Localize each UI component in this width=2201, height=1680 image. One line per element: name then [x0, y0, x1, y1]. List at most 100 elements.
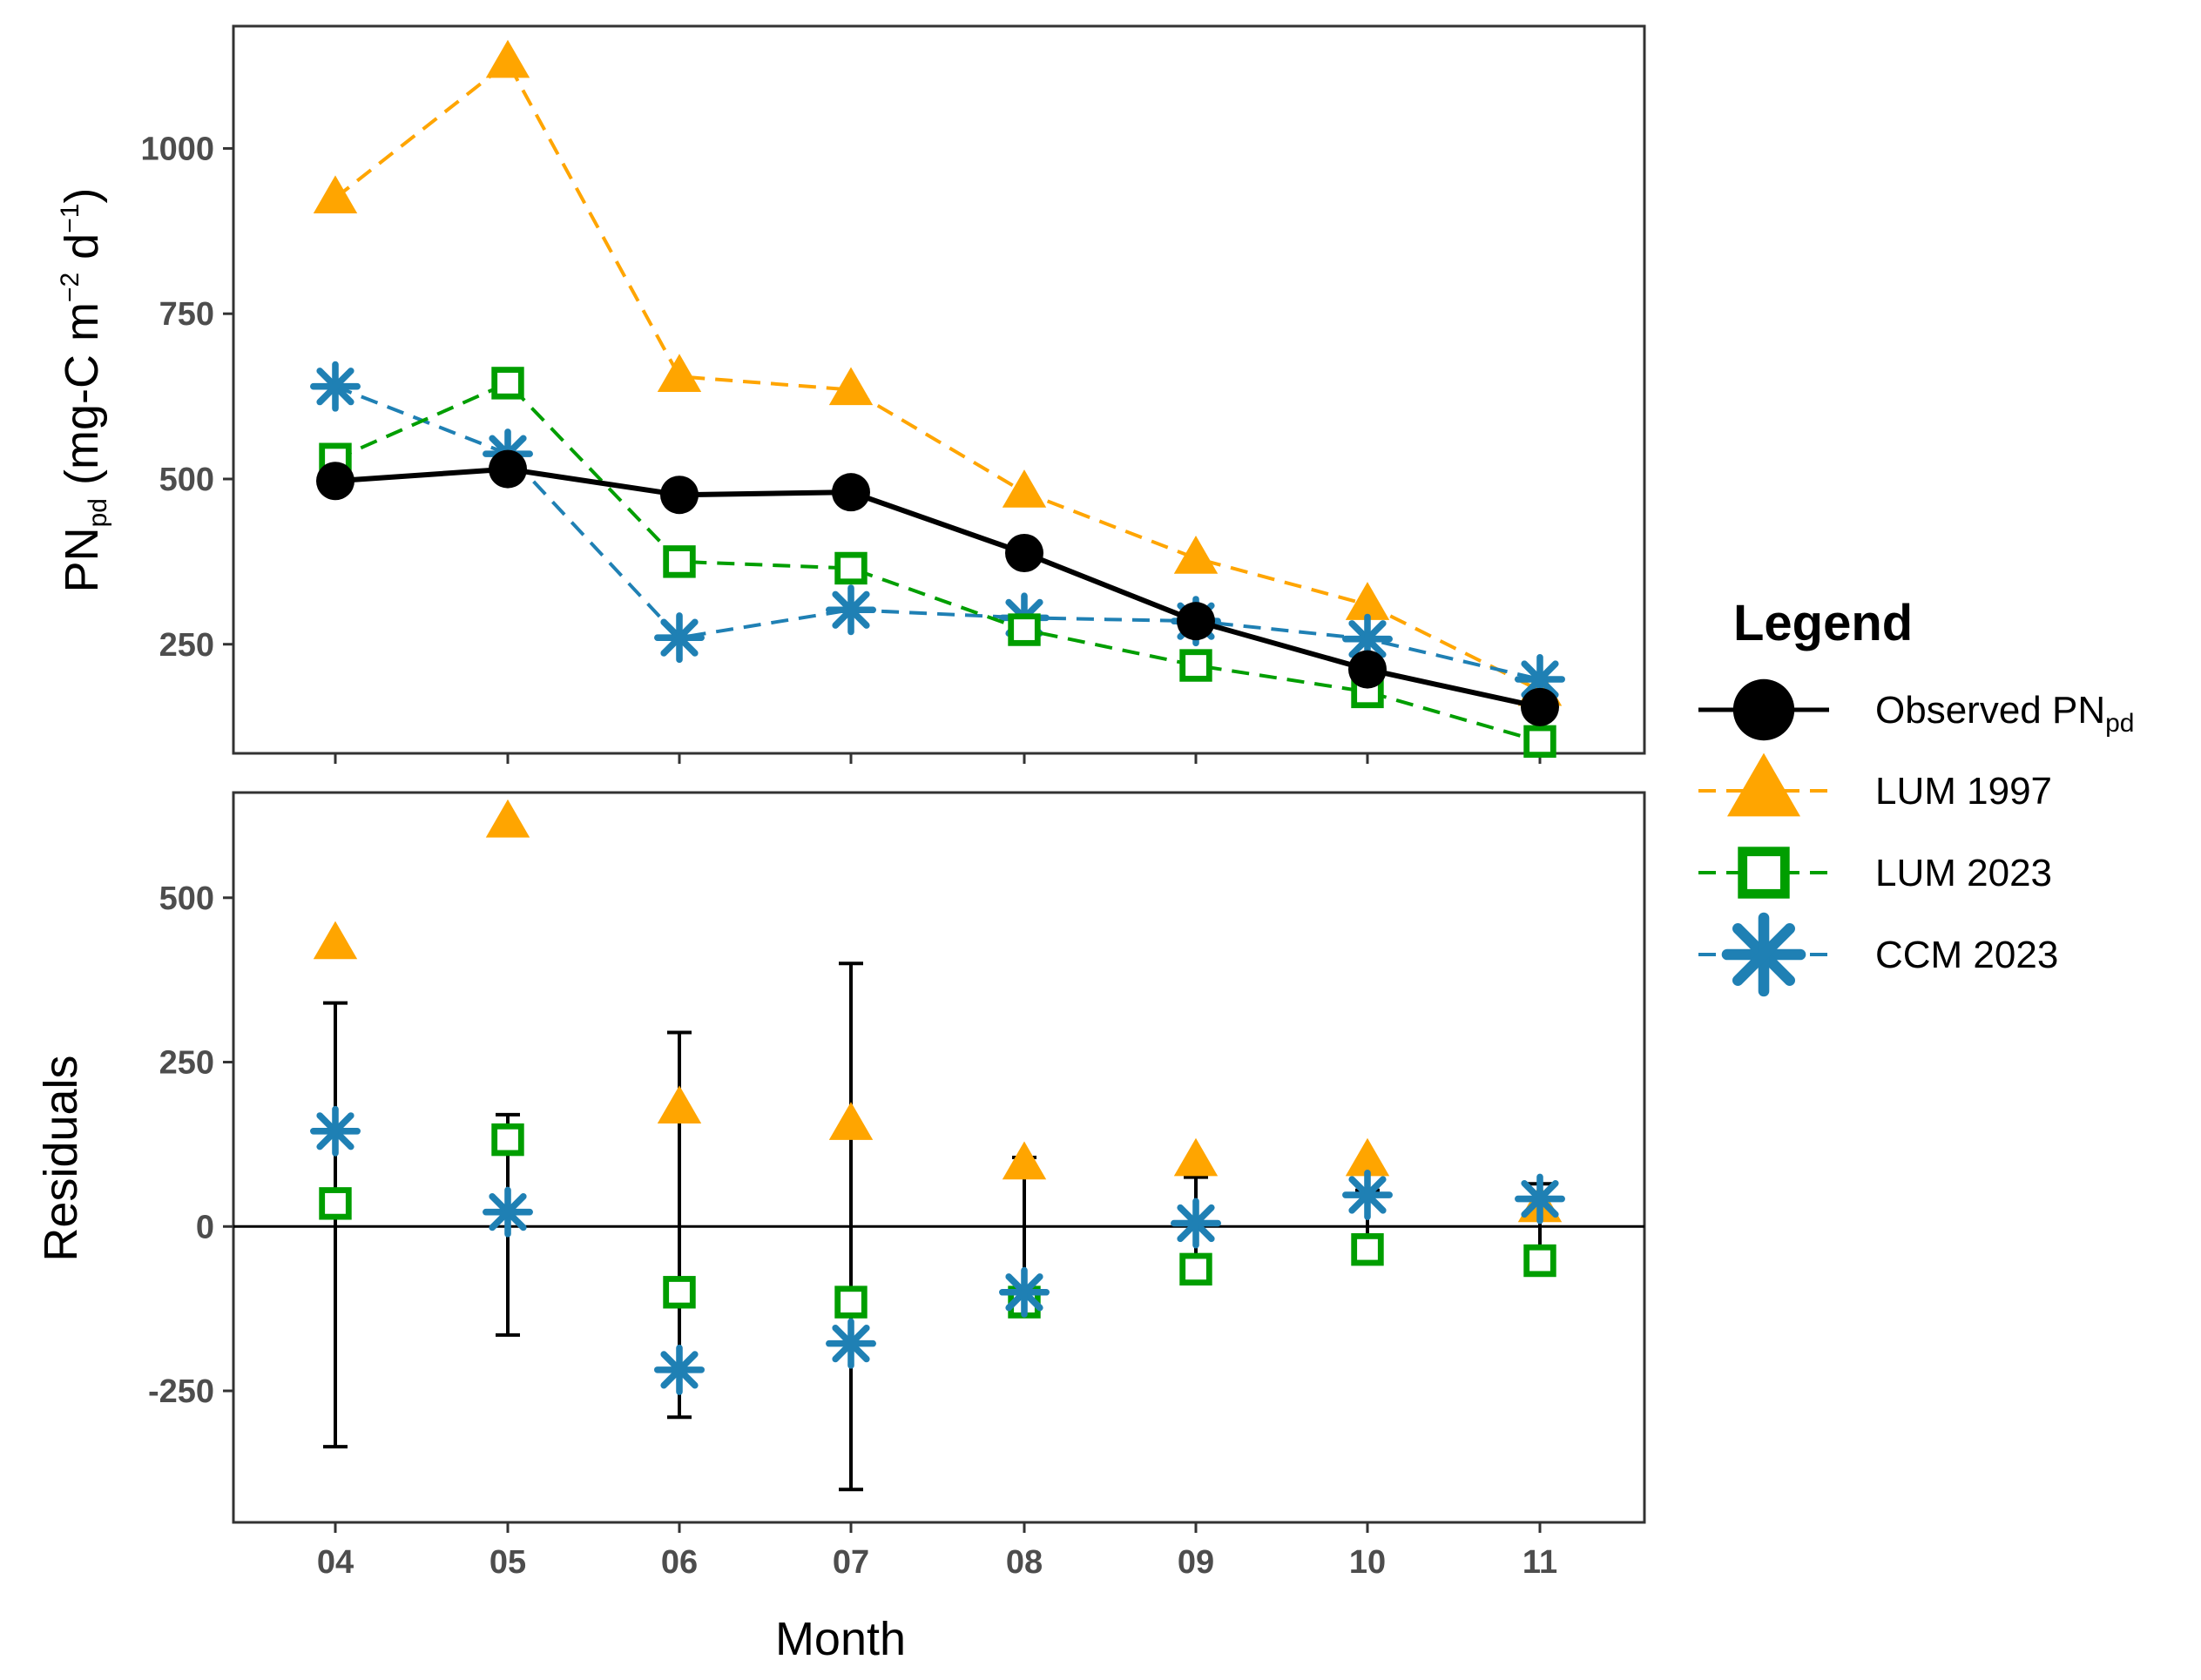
- residual-point-lum1997: [313, 921, 358, 960]
- bottom-y-tick-label: 500: [159, 880, 214, 917]
- top-y-tick-label: 250: [159, 627, 214, 664]
- series-line-ccm2023: [334, 384, 1541, 681]
- point-observed: [316, 462, 354, 501]
- point-observed: [832, 473, 870, 512]
- point-lum1997: [657, 354, 702, 392]
- point-lum1997: [1173, 536, 1219, 574]
- ylabel-sub: pd: [84, 498, 112, 527]
- residual-point-lum1997: [828, 1102, 874, 1140]
- point-observed: [1521, 687, 1559, 726]
- top-panel-border: [232, 24, 1646, 755]
- residual-point-lum2023: [834, 1285, 868, 1319]
- legend-marker-lum2023: [1738, 847, 1790, 899]
- point-lum2023: [834, 551, 868, 585]
- residual-point-ccm2023: [1171, 1198, 1221, 1249]
- legend-marker-observed: [1732, 678, 1795, 741]
- residual-series-ccm2023: [310, 1105, 1565, 1395]
- residual-point-lum1997: [657, 1085, 702, 1124]
- bottom-panel-border: [232, 791, 1646, 1524]
- point-observed: [1348, 650, 1387, 689]
- legend-item-ccm2023: CCM 2023: [1698, 912, 2058, 997]
- bottom-y-axis-title: Residuals: [35, 1055, 87, 1261]
- point-ccm2023: [1342, 613, 1393, 665]
- x-tick-label: 06: [661, 1544, 698, 1581]
- top-y-tick-label: 750: [159, 296, 214, 333]
- legend-label-lum2023: LUM 2023: [1875, 852, 2052, 894]
- point-lum1997: [828, 367, 874, 406]
- legend-item-lum1997: LUM 1997: [1698, 752, 2052, 817]
- bottom-y-tick-label: 0: [196, 1209, 214, 1245]
- top-panel: 250 500 750 1000 PNpd (mg-C m−2 d−1): [56, 24, 1646, 764]
- x-tick-label: 04: [317, 1544, 354, 1581]
- residual-point-ccm2023: [826, 1318, 876, 1369]
- residual-point-lum2023: [491, 1123, 524, 1157]
- point-lum1997: [485, 39, 530, 78]
- point-lum2023: [663, 545, 696, 578]
- top-series: [310, 39, 1565, 759]
- point-lum2023: [1523, 725, 1556, 759]
- residual-point-ccm2023: [999, 1266, 1050, 1318]
- point-ccm2023: [654, 612, 705, 664]
- point-observed: [1005, 533, 1043, 572]
- residual-point-ccm2023: [483, 1186, 533, 1238]
- ylabel-close: ): [56, 188, 108, 204]
- point-observed: [1177, 602, 1215, 641]
- top-y-tick-label: 500: [159, 462, 214, 498]
- series-line-observed: [334, 466, 1541, 710]
- residual-point-lum2023: [319, 1187, 352, 1220]
- ylabel-main: PN: [56, 527, 108, 592]
- x-tick-label: 09: [1178, 1544, 1214, 1581]
- bottom-y-tick-label: -250: [148, 1373, 214, 1410]
- ylabel-mid: d: [56, 233, 108, 273]
- error-bar: [839, 961, 863, 1492]
- ylabel-exp2: −1: [56, 204, 84, 233]
- bottom-y-tick-label: 250: [159, 1045, 214, 1082]
- legend-marker-lum1997: [1727, 752, 1800, 817]
- series-observed: [316, 449, 1559, 726]
- x-axis-title: Month: [775, 1613, 906, 1665]
- x-axis: 04 05 06 07 08 09 10 11: [317, 1522, 1557, 1581]
- residual-point-ccm2023: [654, 1344, 705, 1395]
- ylabel-exp1: −2: [56, 273, 84, 302]
- error-bar: [323, 1001, 348, 1449]
- residual-point-lum2023: [663, 1276, 696, 1309]
- point-observed: [489, 449, 527, 489]
- point-observed: [660, 476, 699, 515]
- x-tick-label: 05: [489, 1544, 526, 1581]
- legend-label-lum1997: LUM 1997: [1875, 770, 2052, 813]
- residual-point-lum2023: [1523, 1244, 1556, 1278]
- residual-point-ccm2023: [310, 1105, 361, 1157]
- bottom-y-axis: -250 0 500 250: [148, 880, 233, 1410]
- x-tick-label: 10: [1349, 1544, 1386, 1581]
- residual-point-lum2023: [1351, 1232, 1384, 1266]
- legend-item-lum2023: LUM 2023: [1698, 847, 2052, 899]
- residual-point-ccm2023: [1342, 1170, 1393, 1221]
- legend-label-observed: Observed PNpd: [1875, 689, 2134, 738]
- point-lum1997: [1345, 582, 1390, 620]
- point-lum2023: [1179, 649, 1212, 682]
- x-tick-label: 11: [1522, 1544, 1557, 1581]
- residual-point-lum1997: [1345, 1137, 1390, 1177]
- bottom-series: [233, 799, 1644, 1492]
- point-ccm2023: [826, 584, 876, 636]
- x-tick-label: 07: [833, 1544, 869, 1581]
- residual-point-lum1997: [1002, 1141, 1047, 1180]
- ylabel-units-open: (mg-C m: [56, 302, 108, 498]
- legend-marker-ccm2023: [1721, 912, 1806, 997]
- point-lum1997: [1002, 469, 1047, 508]
- point-ccm2023: [310, 361, 361, 412]
- residual-point-lum1997: [1173, 1137, 1219, 1177]
- point-lum1997: [313, 175, 358, 214]
- legend: Legend Observed PNpd LUM 1997 LUM 2023 CCM …: [1698, 595, 2134, 997]
- bottom-panel: -250 0 500 250 04 05 06 07 08 09 10 11 Residuals M…: [35, 791, 1646, 1665]
- legend-item-observed: Observed PNpd: [1698, 678, 2134, 741]
- residual-point-ccm2023: [1515, 1173, 1565, 1225]
- top-y-axis-title: PNpd (mg-C m−2 d−1): [56, 188, 112, 593]
- series-line-lum1997: [334, 59, 1541, 692]
- point-lum2023: [491, 367, 524, 400]
- legend-label-ccm2023: CCM 2023: [1875, 934, 2058, 976]
- series-line-lum2023: [334, 381, 1541, 744]
- residual-point-lum2023: [1179, 1252, 1212, 1286]
- top-y-tick-label: 1000: [140, 131, 214, 167]
